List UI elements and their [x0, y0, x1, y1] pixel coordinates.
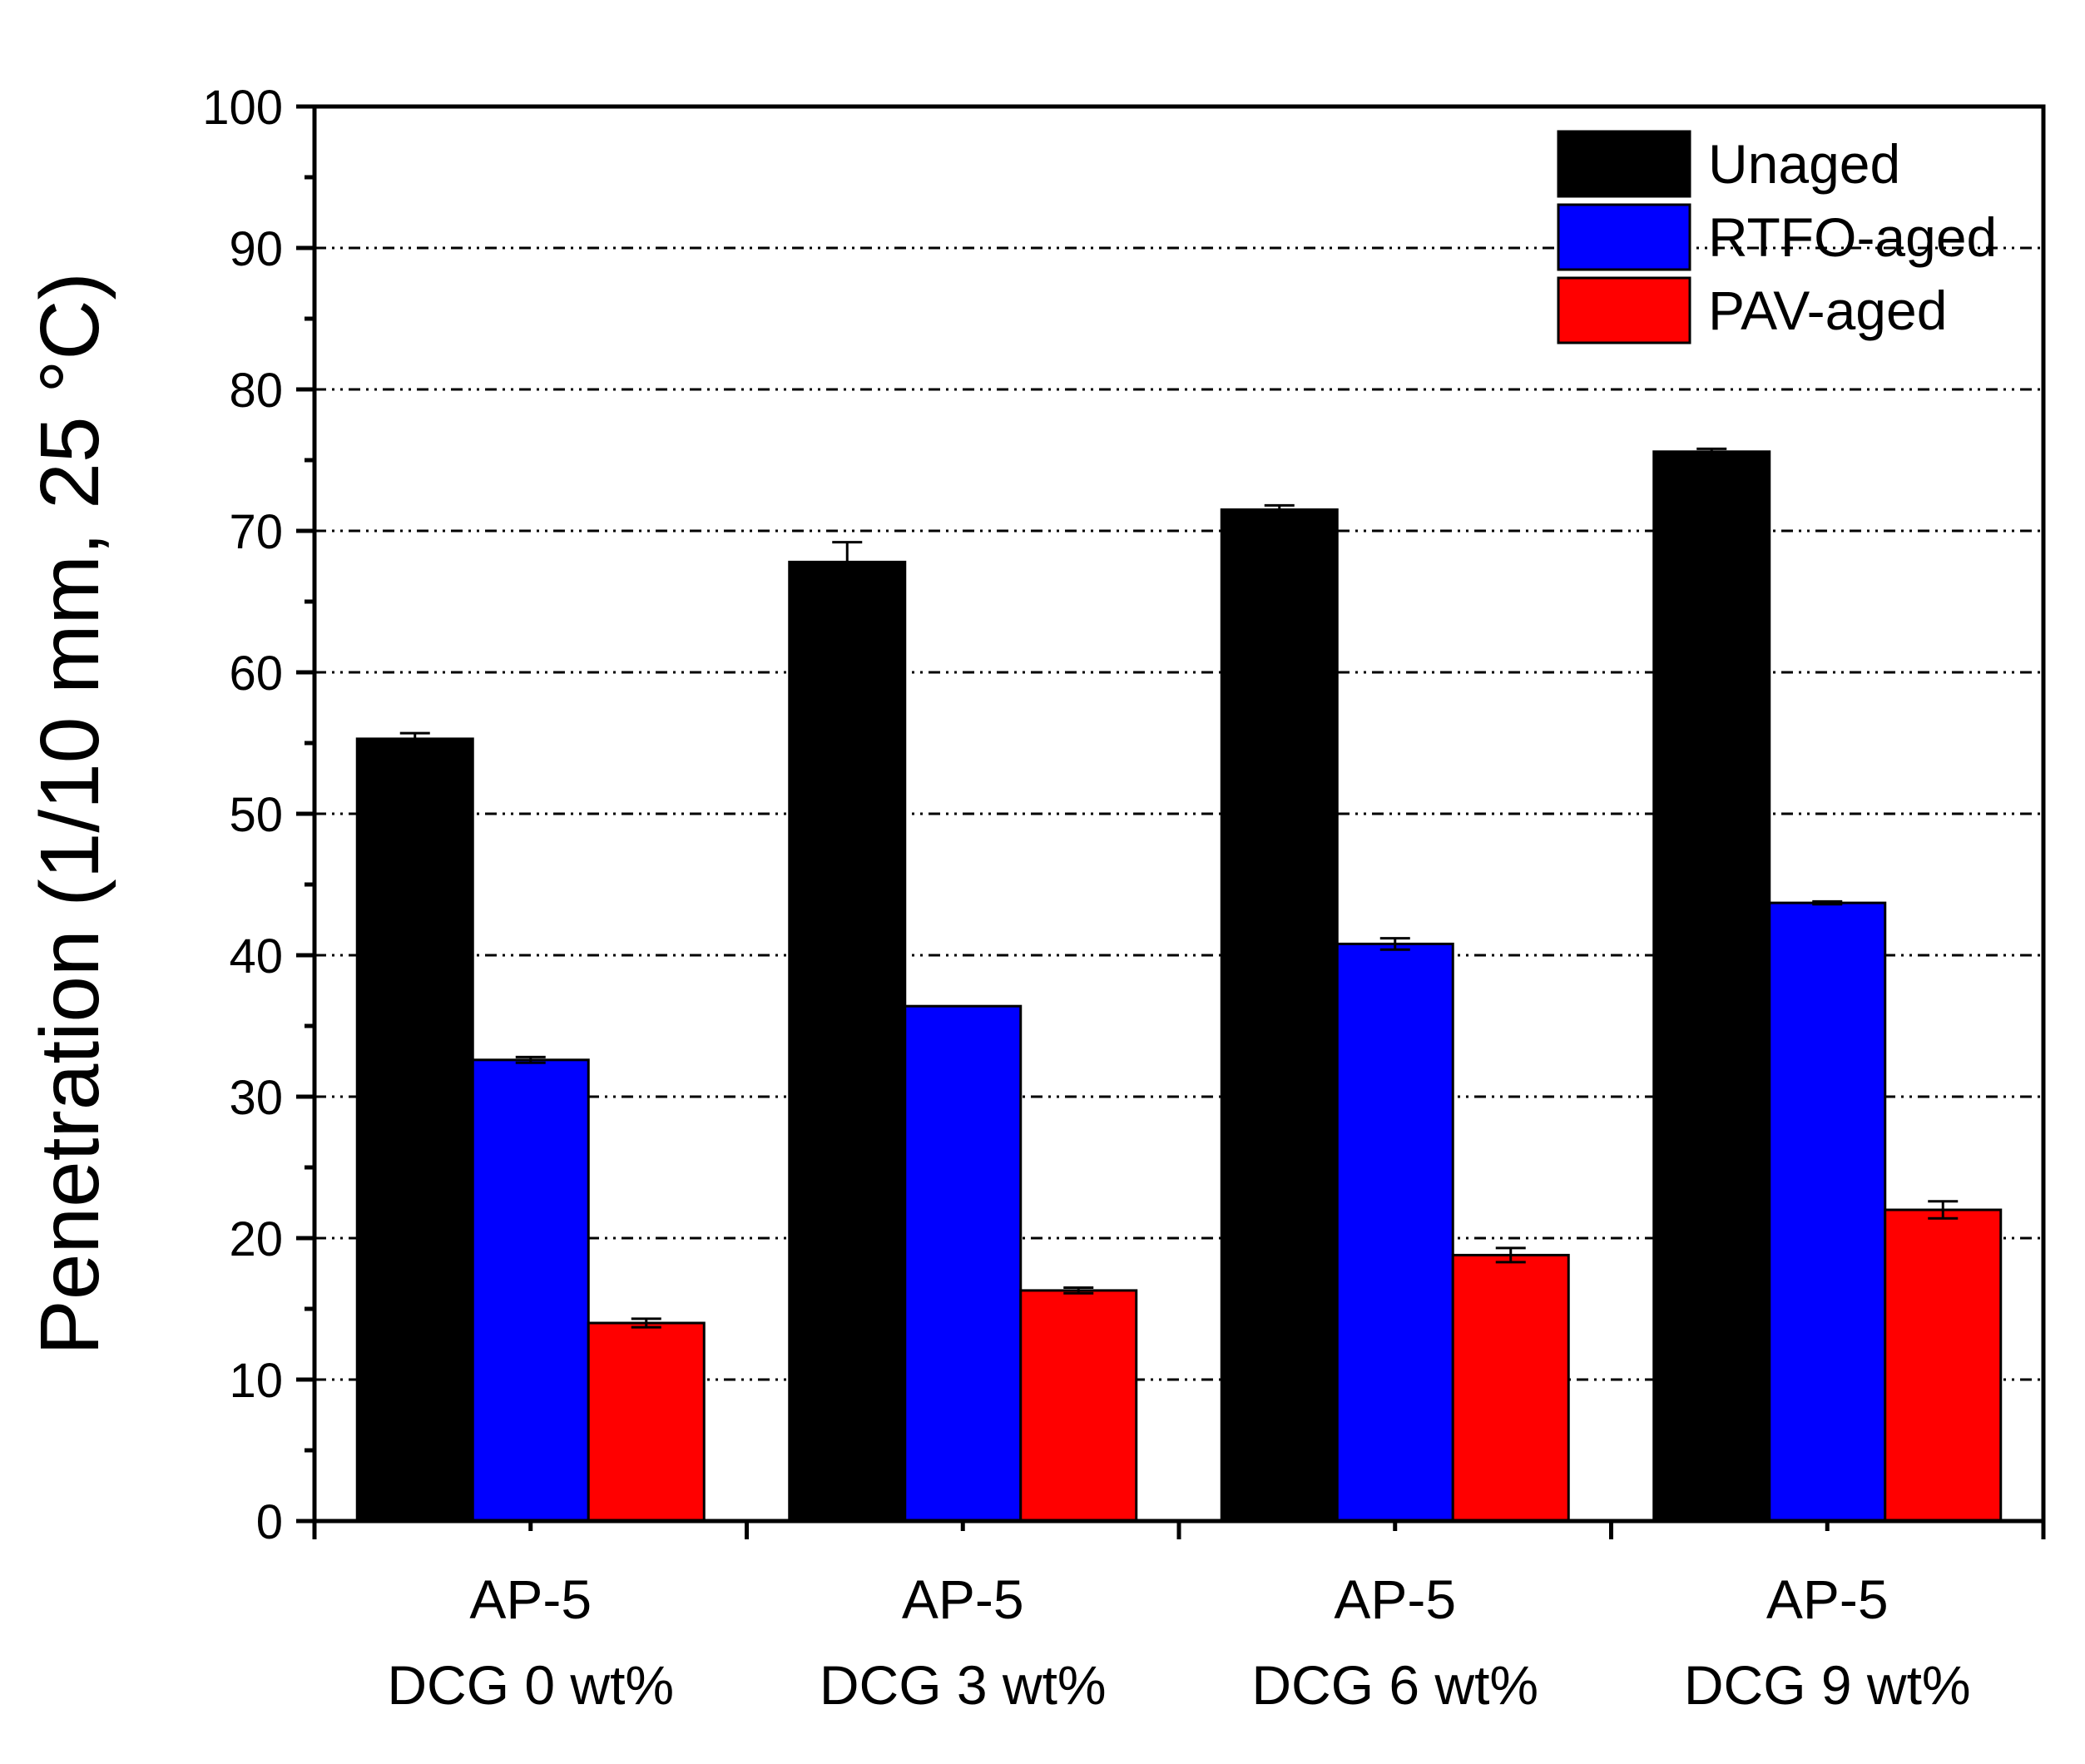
y-tick-label: 20 — [229, 1212, 283, 1266]
legend: Unaged RTFO-aged PAV-aged — [1557, 130, 1997, 344]
bar-unaged — [788, 560, 907, 1523]
y-tick-label: 30 — [229, 1071, 283, 1125]
y-tick-label: 0 — [256, 1495, 283, 1549]
y-tick-label: 70 — [229, 505, 283, 559]
legend-label: PAV-aged — [1708, 280, 1947, 341]
bar-pav-aged — [587, 1321, 706, 1523]
x-category-label: AP-5 — [469, 1568, 592, 1630]
bar-unaged — [355, 737, 474, 1523]
legend-swatch-pav-aged — [1557, 276, 1691, 344]
bar-pav-aged — [1019, 1289, 1138, 1523]
bar-rtfo-aged — [471, 1058, 590, 1523]
legend-label: RTFO-aged — [1708, 206, 1997, 268]
y-axis-label: Penetration (1/10 mm, 25 °C) — [23, 272, 116, 1355]
bar-pav-aged — [1451, 1253, 1570, 1523]
y-tick-label: 100 — [202, 81, 283, 135]
bar-rtfo-aged — [1335, 942, 1454, 1523]
error-bars — [399, 447, 1959, 1329]
x-category-label: AP-5 — [902, 1568, 1024, 1630]
x-category-label: AP-5 — [1766, 1568, 1889, 1630]
y-tick-label: 80 — [229, 364, 283, 418]
y-tick-label: 40 — [229, 929, 283, 984]
y-tick-label: 50 — [229, 788, 283, 842]
x-category-sublabel: DCG 9 wt% — [1684, 1654, 1971, 1716]
bar-unaged — [1220, 508, 1339, 1523]
bar-rtfo-aged — [904, 1004, 1023, 1523]
legend-swatch-rtfo-aged — [1557, 203, 1691, 271]
bars — [355, 450, 2003, 1523]
x-category-sublabel: DCG 6 wt% — [1251, 1654, 1538, 1716]
y-tick-label: 60 — [229, 647, 283, 701]
y-tick-label: 10 — [229, 1354, 283, 1408]
x-category-sublabel: DCG 0 wt% — [387, 1654, 674, 1716]
bar-pav-aged — [1884, 1208, 2003, 1523]
legend-label: Unaged — [1708, 133, 1900, 195]
axes: 0 10 20 30 40 50 60 70 80 90 100 AP-5 DCG 0 wt% AP-5 D… — [202, 81, 2046, 1716]
x-category-sublabel: DCG 3 wt% — [820, 1654, 1107, 1716]
y-tick-label: 90 — [229, 222, 283, 276]
bar-unaged — [1652, 450, 1771, 1523]
bar-rtfo-aged — [1768, 901, 1887, 1523]
legend-swatch-unaged — [1557, 130, 1691, 198]
x-category-label: AP-5 — [1334, 1568, 1456, 1630]
